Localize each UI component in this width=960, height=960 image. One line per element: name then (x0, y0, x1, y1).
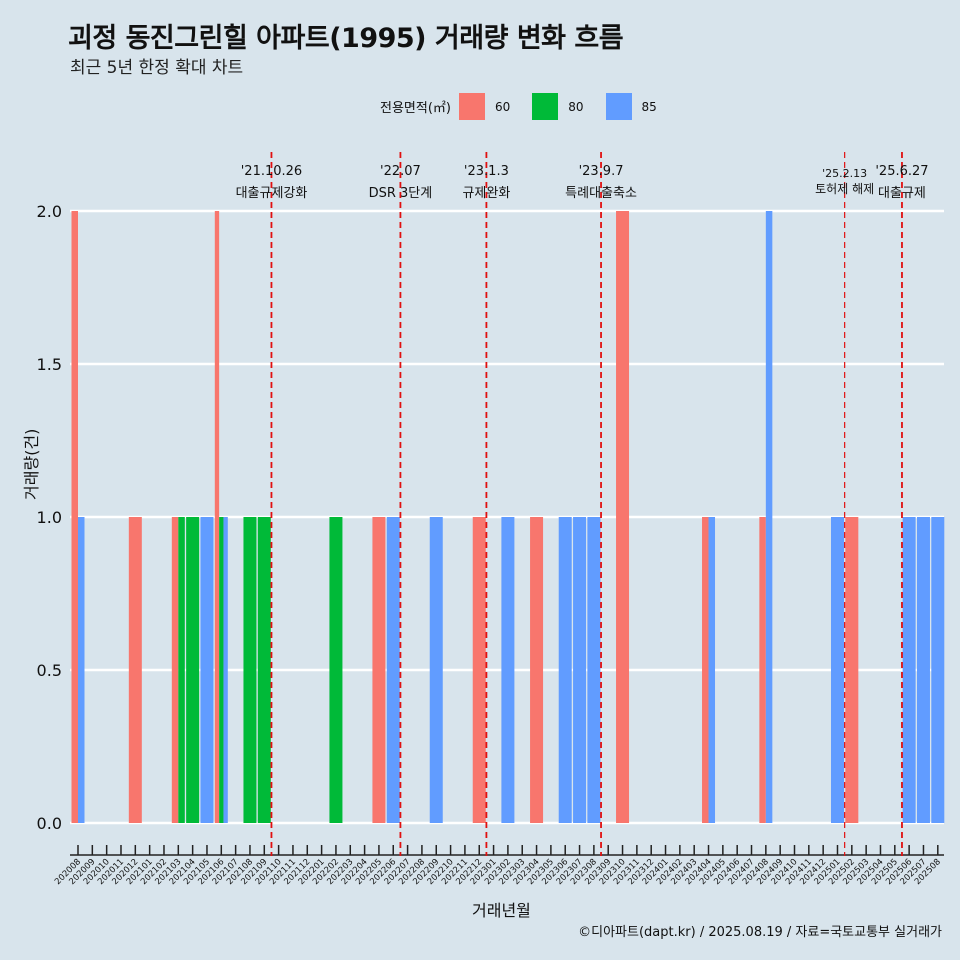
legend-swatch-60 (458, 93, 485, 120)
y-tick-label: 2.0 (37, 202, 62, 221)
y-tick-label: 0.0 (37, 814, 62, 833)
bar-85-202307 (573, 517, 587, 823)
event-label: 특례대출축소 (565, 186, 637, 201)
event-date: '25.6.27 (875, 164, 928, 179)
bar-80-202108 (243, 517, 257, 823)
legend-title: 전용면적(㎡) (380, 101, 451, 116)
bar-85-202206 (386, 517, 400, 823)
event-date: '23.9.7 (579, 164, 624, 179)
bar-85-202302 (501, 517, 515, 823)
event-date: '23.1.3 (464, 164, 509, 179)
x-axis-label: 거래년월 (472, 901, 531, 920)
bar-60-202310 (616, 211, 630, 823)
legend-label-80: 80 (568, 99, 584, 114)
bar-85-202506 (902, 517, 916, 823)
bar-60-202304 (530, 517, 544, 823)
bar-85-202501 (830, 517, 844, 823)
bar-60-202103 (171, 517, 179, 823)
bar-80-202104 (186, 517, 200, 823)
bar-85-202508 (931, 517, 945, 823)
bar-85-202209 (429, 517, 443, 823)
bar-80-202106 (219, 517, 224, 823)
event-date: '21.10.26 (241, 164, 302, 179)
legend-swatch-80 (532, 93, 559, 120)
y-tick-label: 1.5 (37, 355, 62, 374)
bar-85-202308 (587, 517, 601, 823)
y-tick-label: 0.5 (37, 661, 62, 680)
event-label: 대출규제 (878, 186, 926, 201)
event-label: 토허제 해제 (815, 182, 874, 196)
bar-85-202408 (765, 211, 773, 823)
bar-60-202012 (128, 517, 142, 823)
bar-60-202008 (71, 211, 78, 823)
legend: 전용면적(㎡) 60 80 85 (380, 93, 679, 120)
bar-60-202205 (372, 517, 386, 823)
legend-label-60: 60 (494, 99, 511, 114)
legend-label-85: 85 (641, 99, 657, 114)
source-caption: ©디아파트(dapt.kr) / 2025.08.19 / 자료=국토교통부 실… (578, 925, 942, 940)
bar-85-202008 (78, 517, 85, 823)
bar-60-202502 (845, 517, 859, 823)
chart-title: 괴정 동진그린힐 아파트(1995) 거래량 변화 흐름 (68, 23, 624, 54)
bar-80-202109 (257, 517, 271, 823)
event-date: '22.07 (380, 164, 421, 179)
bar-80-202103 (178, 517, 185, 823)
bar-85-202105 (200, 517, 214, 823)
bar-60-202404 (702, 517, 709, 823)
y-tick-label: 1.0 (37, 508, 62, 527)
event-label: 규제완화 (462, 186, 510, 201)
bar-85-202106 (223, 517, 228, 823)
bar-60-202408 (759, 517, 766, 823)
bar-60-202212 (472, 517, 486, 823)
event-label: DSR 3단계 (369, 186, 433, 201)
bar-80-202202 (329, 517, 343, 823)
bar-85-202306 (558, 517, 572, 823)
legend-swatch-85 (605, 93, 632, 120)
bar-85-202404 (708, 517, 716, 823)
chart-subtitle: 최근 5년 한정 확대 차트 (70, 58, 244, 78)
event-date: '25.2.13 (822, 167, 867, 180)
event-label: 대출규제강화 (236, 186, 308, 201)
y-axis-label: 거래량(건) (22, 428, 41, 500)
bar-60-202106 (214, 211, 220, 823)
bar-85-202507 (916, 517, 930, 823)
